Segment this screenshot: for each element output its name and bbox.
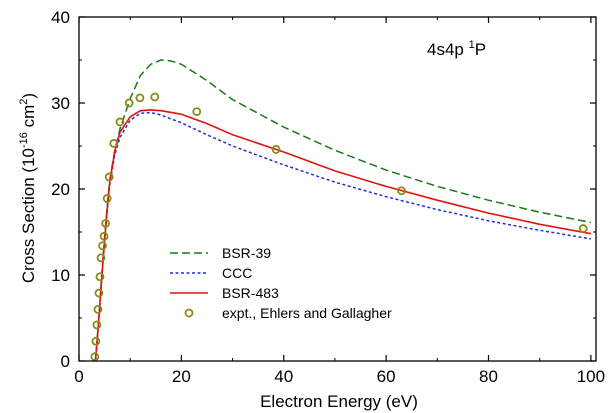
y-tick-label: 10 [51, 266, 70, 285]
data-point-expt [93, 304, 103, 314]
legend-label-bsr-483: BSR-483 [222, 285, 279, 301]
series-line-bsr-39 [94, 59, 592, 361]
series-line-bsr-483 [94, 109, 592, 361]
data-point-expt [91, 336, 101, 346]
data-point-expt [115, 117, 125, 127]
legend-label-expt-ehlers-and-gallagher: expt., Ehlers and Gallagher [222, 305, 392, 321]
x-tick-label: 0 [74, 367, 83, 386]
data-point-expt [124, 98, 134, 108]
data-point-expt [92, 320, 102, 330]
x-tick-label: 60 [377, 367, 396, 386]
legend-label-bsr-39: BSR-39 [222, 245, 271, 261]
data-point-expt [94, 288, 104, 298]
x-axis-label: Electron Energy (eV) [260, 392, 418, 411]
y-axis-label: Cross Section (10-16 cm2) [18, 93, 38, 283]
data-point-expt [95, 272, 105, 282]
data-point-expt [397, 186, 406, 196]
series-line-ccc [94, 111, 592, 361]
y-tick-label: 20 [51, 180, 70, 199]
annotation-label: 4s4p 1P [427, 39, 486, 59]
data-point-expt [150, 92, 160, 102]
data-point-expt [271, 145, 281, 154]
data-point-expt [104, 172, 114, 182]
legend: BSR-39 CCC BSR-483 expt., Ehlers and Gallag… [170, 245, 392, 321]
x-tick-label: 40 [274, 367, 293, 386]
y-tick-label: 40 [51, 8, 70, 27]
data-point-expt [578, 224, 588, 233]
y-tick-label: 0 [61, 352, 70, 371]
data-point-expt [192, 107, 202, 116]
x-tick-label: 100 [577, 367, 605, 386]
data-point-expt [135, 93, 145, 103]
data-point-expt [109, 139, 119, 148]
data-point-expt [90, 352, 100, 361]
legend-label-ccc: CCC [222, 265, 252, 281]
legend-marker-expt-ehlers-and-gallagher [184, 308, 194, 318]
x-tick-label: 20 [172, 367, 191, 386]
x-tick-label: 80 [479, 367, 498, 386]
data-point-expt [99, 231, 109, 241]
data-point-expt [96, 253, 106, 263]
data-point-expt [101, 218, 111, 228]
data-point-expt [98, 241, 107, 251]
y-tick-label: 30 [51, 94, 70, 113]
data-point-expt [102, 194, 112, 203]
